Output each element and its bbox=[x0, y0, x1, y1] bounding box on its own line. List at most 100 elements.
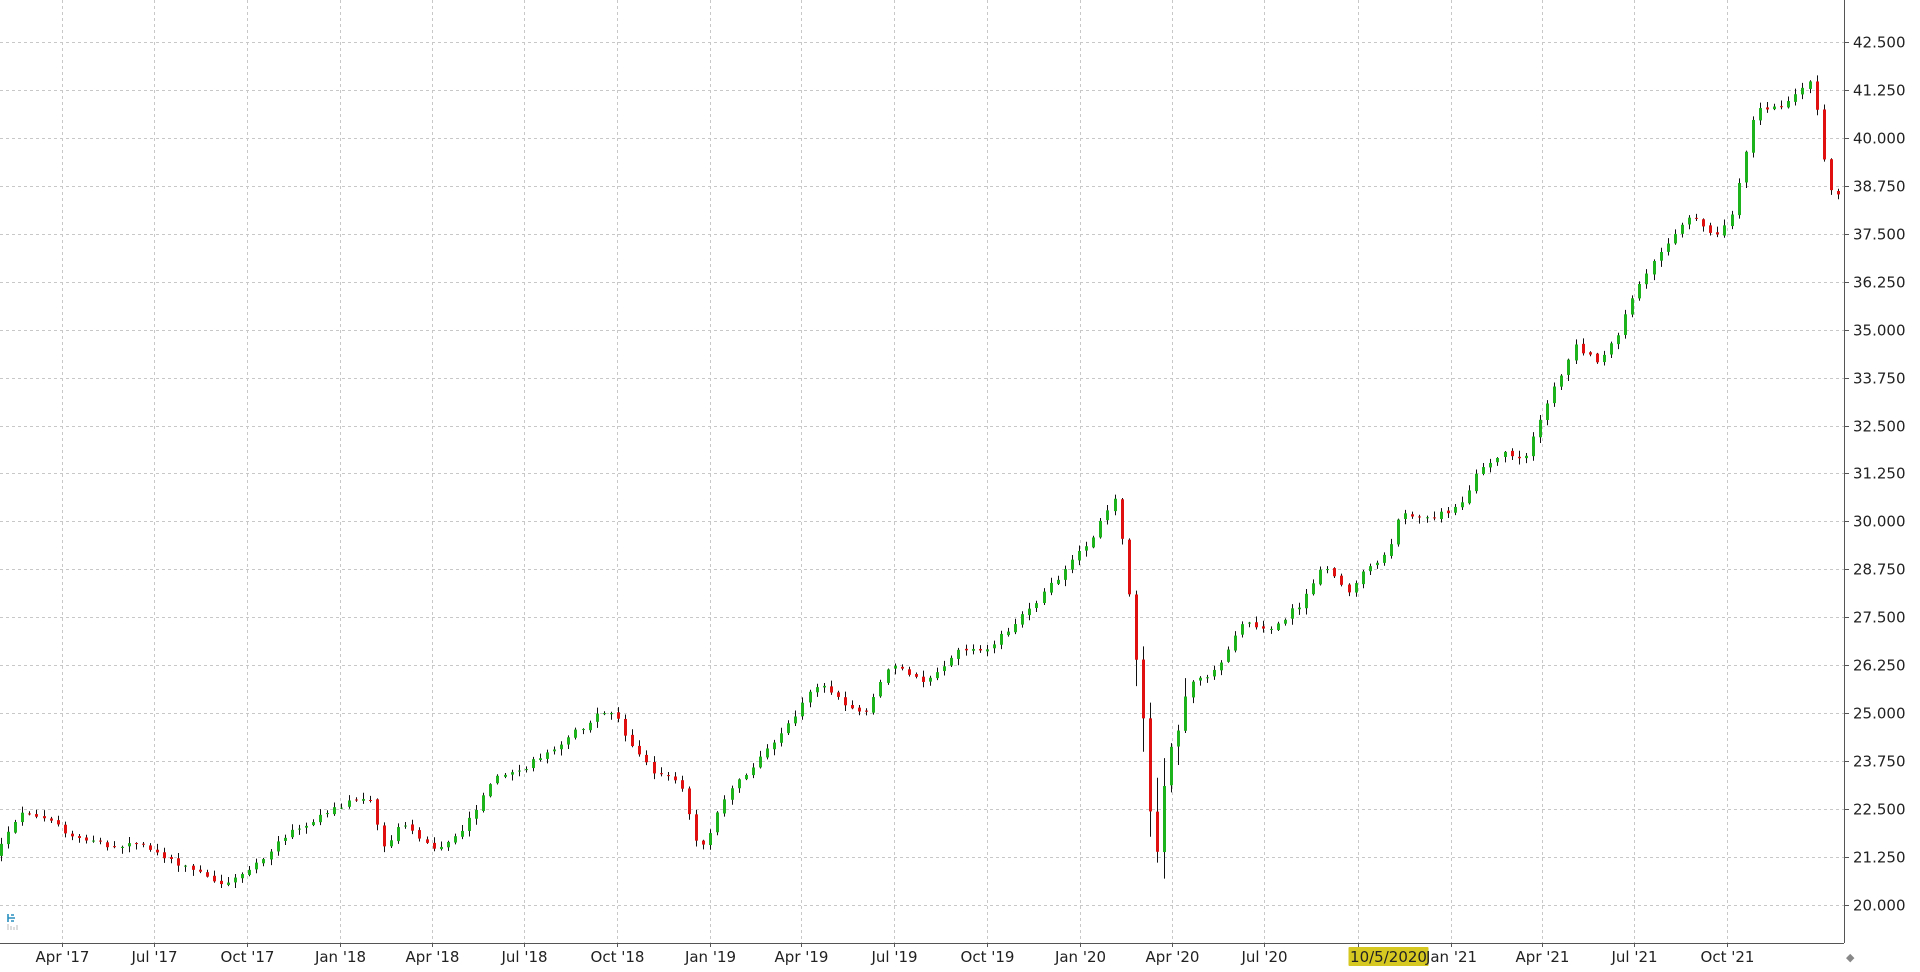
candle[interactable] bbox=[1064, 565, 1067, 587]
candle[interactable] bbox=[1518, 450, 1521, 465]
candle[interactable] bbox=[199, 865, 202, 874]
candle[interactable] bbox=[1773, 103, 1776, 111]
candle[interactable] bbox=[1305, 589, 1308, 615]
candle[interactable] bbox=[1674, 229, 1677, 245]
candle[interactable] bbox=[262, 857, 265, 867]
candle[interactable] bbox=[1752, 116, 1755, 158]
candle[interactable] bbox=[553, 746, 556, 755]
candle[interactable] bbox=[184, 864, 187, 872]
candle[interactable] bbox=[638, 740, 641, 757]
candle[interactable] bbox=[1411, 511, 1414, 519]
candle[interactable] bbox=[348, 795, 351, 809]
candle[interactable] bbox=[816, 683, 819, 697]
candle[interactable] bbox=[1128, 538, 1131, 597]
candle[interactable] bbox=[738, 778, 741, 793]
candle[interactable] bbox=[1631, 295, 1634, 318]
candle[interactable] bbox=[695, 809, 698, 847]
candle[interactable] bbox=[1688, 215, 1691, 230]
candle[interactable] bbox=[277, 836, 280, 856]
candle[interactable] bbox=[1653, 259, 1656, 281]
candle[interactable] bbox=[518, 764, 521, 777]
candle[interactable] bbox=[0, 837, 3, 862]
candle[interactable] bbox=[1362, 569, 1365, 589]
candle[interactable] bbox=[1553, 382, 1556, 407]
candle[interactable] bbox=[525, 766, 528, 773]
candle[interactable] bbox=[1731, 210, 1734, 230]
candle[interactable] bbox=[858, 704, 861, 716]
candle[interactable] bbox=[496, 774, 499, 785]
candle[interactable] bbox=[653, 756, 656, 780]
candle[interactable] bbox=[1333, 567, 1336, 579]
candle[interactable] bbox=[468, 811, 471, 837]
candle[interactable] bbox=[1099, 518, 1102, 539]
candle[interactable] bbox=[326, 810, 329, 818]
candle[interactable] bbox=[801, 697, 804, 720]
candle[interactable] bbox=[170, 854, 173, 864]
candle[interactable] bbox=[362, 792, 365, 804]
candle[interactable] bbox=[645, 750, 648, 766]
candle[interactable] bbox=[603, 711, 606, 716]
candle[interactable] bbox=[794, 710, 797, 727]
candle[interactable] bbox=[1085, 541, 1088, 557]
candle[interactable] bbox=[433, 837, 436, 852]
candle[interactable] bbox=[99, 837, 102, 845]
candle[interactable] bbox=[1050, 577, 1053, 596]
candle[interactable] bbox=[993, 640, 996, 654]
candle[interactable] bbox=[390, 835, 393, 848]
candle[interactable] bbox=[1298, 602, 1301, 615]
candle[interactable] bbox=[830, 680, 833, 695]
candle[interactable] bbox=[943, 660, 946, 676]
candle[interactable] bbox=[1532, 432, 1535, 461]
candle[interactable] bbox=[1177, 724, 1180, 766]
candle[interactable] bbox=[1816, 75, 1819, 116]
candle[interactable] bbox=[1021, 611, 1024, 628]
candle[interactable] bbox=[1823, 104, 1826, 162]
candle[interactable] bbox=[1255, 616, 1258, 630]
candle[interactable] bbox=[1801, 82, 1804, 100]
candle[interactable] bbox=[1206, 674, 1209, 683]
candle[interactable] bbox=[426, 836, 429, 844]
candle[interactable] bbox=[1142, 646, 1145, 752]
candle[interactable] bbox=[787, 720, 790, 736]
candle[interactable] bbox=[1057, 575, 1060, 586]
candle[interactable] bbox=[1709, 222, 1712, 236]
candle[interactable] bbox=[1546, 400, 1549, 426]
candle[interactable] bbox=[418, 827, 421, 842]
candle[interactable] bbox=[57, 815, 60, 827]
candle[interactable] bbox=[1106, 505, 1109, 525]
candle[interactable] bbox=[674, 772, 677, 784]
candle[interactable] bbox=[851, 700, 854, 710]
candle-series[interactable] bbox=[0, 75, 1840, 888]
candle[interactable] bbox=[1014, 618, 1017, 635]
candle[interactable] bbox=[1511, 448, 1514, 460]
candle[interactable] bbox=[660, 767, 663, 777]
candle[interactable] bbox=[376, 798, 379, 831]
candle[interactable] bbox=[546, 749, 549, 764]
candle[interactable] bbox=[1000, 630, 1003, 650]
candle[interactable] bbox=[1426, 515, 1429, 523]
candle[interactable] bbox=[1504, 450, 1507, 463]
candle[interactable] bbox=[35, 809, 38, 819]
candle[interactable] bbox=[610, 711, 613, 720]
candle[interactable] bbox=[1582, 338, 1585, 356]
candle[interactable] bbox=[1277, 621, 1280, 631]
candle[interactable] bbox=[284, 834, 287, 845]
candle[interactable] bbox=[142, 842, 145, 848]
candle[interactable] bbox=[1766, 101, 1769, 113]
candle[interactable] bbox=[1163, 758, 1166, 879]
candle[interactable] bbox=[156, 843, 159, 856]
candle[interactable] bbox=[504, 772, 507, 779]
candle[interactable] bbox=[397, 823, 400, 844]
candle[interactable] bbox=[43, 810, 46, 822]
candle[interactable] bbox=[1348, 583, 1351, 597]
candle[interactable] bbox=[1404, 509, 1407, 525]
candle[interactable] bbox=[192, 864, 195, 876]
candle[interactable] bbox=[1475, 469, 1478, 494]
candle[interactable] bbox=[71, 830, 74, 841]
candle[interactable] bbox=[936, 667, 939, 681]
candle[interactable] bbox=[1319, 566, 1322, 586]
candle[interactable] bbox=[1837, 188, 1840, 200]
candle[interactable] bbox=[1567, 358, 1570, 382]
candle[interactable] bbox=[312, 819, 315, 827]
candle[interactable] bbox=[773, 739, 776, 756]
